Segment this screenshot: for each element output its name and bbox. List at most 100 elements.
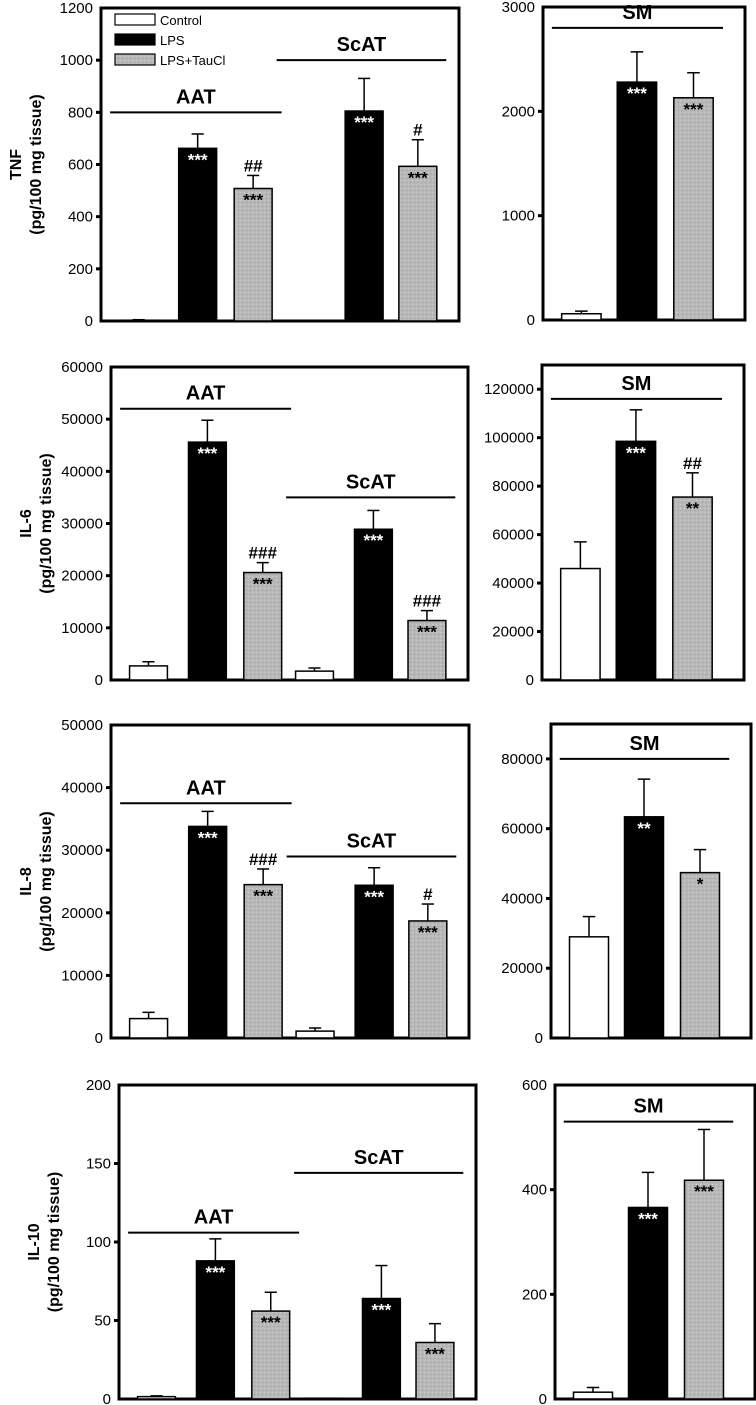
bar-lps bbox=[354, 884, 394, 1039]
y-tick-label: 150 bbox=[86, 1156, 111, 1173]
y-axis-label-line1: IL-6 bbox=[18, 509, 35, 538]
y-tick-label: 400 bbox=[68, 209, 93, 226]
significance-stars: *** bbox=[198, 828, 218, 847]
y-tick-label: 600 bbox=[522, 1077, 547, 1094]
legend-swatch bbox=[114, 53, 156, 66]
significance-stars: *** bbox=[417, 623, 437, 642]
bar-control bbox=[128, 1017, 169, 1039]
bar-lps bbox=[187, 441, 228, 681]
bar-lps-taucl bbox=[243, 571, 283, 681]
legend-label: LPS+TauCl bbox=[160, 53, 226, 68]
bar-lps bbox=[623, 816, 665, 1039]
y-tick-label: 50 bbox=[94, 1313, 111, 1330]
y-tick-label: 40000 bbox=[61, 463, 103, 480]
y-tick-label: 40000 bbox=[61, 780, 103, 797]
y-tick-label: 0 bbox=[95, 672, 103, 689]
y-axis-label-line1: TNF bbox=[8, 149, 25, 180]
bar-lps-taucl bbox=[233, 187, 273, 322]
y-tick-label: 50000 bbox=[61, 411, 103, 428]
bar-lps bbox=[177, 147, 218, 322]
group-label: SM bbox=[622, 2, 652, 24]
y-axis-label-line2: (pg/100 mg tissue) bbox=[28, 94, 45, 234]
bar-control bbox=[136, 1395, 177, 1400]
panel-il10-sm: 0 200 400 600 SM *** *** bbox=[522, 1077, 756, 1405]
significance-stars: *** bbox=[188, 150, 208, 169]
significance-stars: *** bbox=[425, 1344, 445, 1363]
bar-control bbox=[295, 1030, 335, 1039]
y-tick-label: 0 bbox=[103, 1391, 111, 1405]
bar-lps bbox=[187, 825, 228, 1039]
y-tick-label: 0 bbox=[527, 312, 535, 329]
legend: Control LPS LPS+TauCl bbox=[114, 13, 226, 68]
y-tick-label: 0 bbox=[539, 1391, 547, 1405]
group-label: ScAT bbox=[354, 1147, 404, 1169]
panel-frame bbox=[109, 723, 471, 1040]
y-tick-label: 20000 bbox=[61, 905, 103, 922]
y-tick-label: 2000 bbox=[502, 103, 535, 120]
bar-lps bbox=[627, 1206, 669, 1400]
y-tick-label: 200 bbox=[68, 261, 93, 278]
significance-stars: *** bbox=[354, 113, 374, 132]
bar-lps-taucl bbox=[672, 496, 713, 681]
significance-hash: ### bbox=[413, 592, 442, 611]
y-tick-label: 3000 bbox=[502, 0, 535, 16]
significance-stars: *** bbox=[197, 444, 217, 463]
panel-tnf-sm: 0 1000 2000 3000 SM *** *** bbox=[502, 0, 747, 329]
bar-lps bbox=[615, 440, 657, 681]
group-label: ScAT bbox=[337, 34, 387, 56]
y-tick-label: 10000 bbox=[61, 967, 103, 984]
legend-swatch bbox=[114, 33, 156, 46]
significance-stars: *** bbox=[371, 1301, 391, 1320]
y-tick-label: 80000 bbox=[492, 478, 534, 495]
panel-il8-adipose: 0 10000 20000 30000 40000 50000 IL-8 (pg/100 mg… bbox=[18, 717, 471, 1047]
bar-control bbox=[294, 670, 335, 681]
bar-control bbox=[559, 567, 601, 681]
significance-stars: *** bbox=[418, 923, 438, 942]
panel-il10-adipose: 0 50 100 150 200 IL-10 (pg/100 mg tissue) AAT **… bbox=[26, 1077, 478, 1405]
y-tick-label: 10000 bbox=[61, 620, 103, 637]
y-tick-label: 1200 bbox=[60, 0, 93, 17]
significance-stars: *** bbox=[363, 531, 383, 550]
bar-lps bbox=[361, 1297, 402, 1400]
y-tick-label: 20000 bbox=[492, 624, 534, 641]
y-tick-label: 100 bbox=[86, 1234, 111, 1251]
bar-lps-taucl bbox=[398, 165, 438, 322]
y-axis-label-line1: IL-8 bbox=[18, 867, 35, 896]
significance-stars: *** bbox=[638, 1209, 658, 1228]
bar-lps bbox=[353, 528, 394, 681]
significance-stars: * bbox=[697, 875, 704, 894]
significance-stars: ** bbox=[637, 819, 651, 838]
y-tick-label: 30000 bbox=[61, 516, 103, 533]
y-axis-label: IL-6 (pg/100 mg tissue) bbox=[18, 453, 55, 593]
legend-label: LPS bbox=[160, 33, 185, 48]
group-label: SM bbox=[621, 373, 651, 395]
y-tick-label: 30000 bbox=[61, 842, 103, 859]
panel-il6-adipose: 0 10000 20000 30000 40000 50000 60000 IL-6 (pg/1… bbox=[18, 359, 470, 689]
y-tick-label: 0 bbox=[526, 672, 534, 689]
significance-stars: *** bbox=[626, 443, 646, 462]
y-tick-label: 600 bbox=[68, 157, 93, 174]
bar-lps-taucl bbox=[683, 1179, 725, 1400]
y-tick-label: 20000 bbox=[61, 568, 103, 585]
bar-lps-taucl bbox=[679, 871, 721, 1039]
bar-control bbox=[302, 1397, 343, 1400]
significance-stars: *** bbox=[243, 190, 263, 209]
bar-lps-taucl bbox=[243, 883, 283, 1039]
y-tick-label: 1000 bbox=[502, 208, 535, 225]
group-label: AAT bbox=[176, 86, 216, 108]
y-tick-label: 1000 bbox=[60, 52, 93, 69]
bar-control bbox=[128, 665, 169, 681]
bar-lps-taucl bbox=[673, 97, 714, 321]
group-label: AAT bbox=[186, 383, 226, 405]
significance-hash: # bbox=[423, 885, 433, 904]
y-axis-label: TNF (pg/100 mg tissue) bbox=[8, 94, 45, 234]
bar-control bbox=[568, 936, 610, 1039]
y-tick-label: 60000 bbox=[61, 359, 103, 376]
y-tick-label: 100000 bbox=[484, 430, 534, 447]
y-axis-label: IL-8 (pg/100 mg tissue) bbox=[18, 811, 55, 951]
bar-lps-taucl bbox=[408, 920, 448, 1039]
group-label: ScAT bbox=[346, 471, 396, 493]
y-tick-label: 80000 bbox=[501, 751, 543, 768]
